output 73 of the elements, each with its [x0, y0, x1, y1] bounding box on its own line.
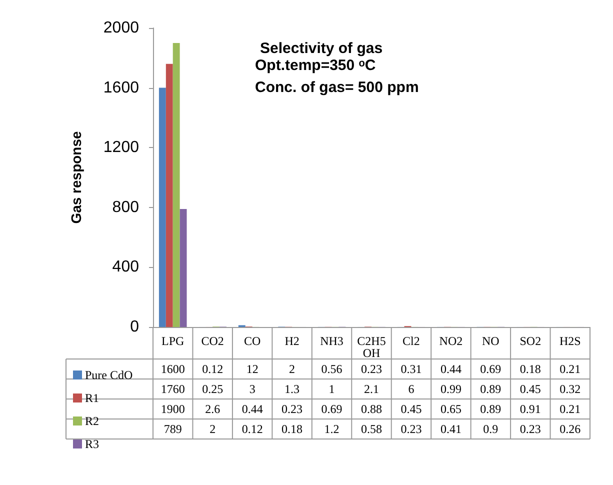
- bar: [158, 88, 166, 327]
- bar: [172, 42, 180, 327]
- bar: [166, 64, 173, 327]
- x-tick-label: LPG: [162, 334, 185, 348]
- legend-label: R1: [85, 391, 100, 405]
- data-label: 12: [246, 362, 258, 376]
- y-tick-label: 0: [130, 318, 140, 336]
- annotation: Conc. of gas= 500 ppm: [255, 79, 419, 96]
- data-label: 789: [164, 422, 182, 436]
- data-label: 2: [210, 422, 216, 436]
- data-label: 0.31: [400, 362, 422, 376]
- data-label: 0.69: [321, 402, 342, 416]
- data-label: 0.45: [400, 402, 422, 416]
- x-tick-label: CO: [244, 334, 261, 348]
- x-tick-label: H2S: [559, 334, 581, 348]
- data-label: 0.21: [560, 402, 581, 416]
- x-tick-label: NH3: [320, 334, 344, 348]
- legend-label: R2: [85, 414, 100, 428]
- data-label: 0.69: [480, 362, 502, 376]
- data-label: 1760: [160, 382, 185, 396]
- data-label: 0.25: [202, 382, 224, 396]
- y-tick-label: 800: [112, 198, 140, 216]
- y-tick-label: 1600: [103, 79, 140, 96]
- data-label: 0.89: [480, 402, 502, 416]
- x-tick-label: NO: [482, 334, 500, 348]
- data-label: 0.99: [440, 382, 462, 396]
- data-label: 0.41: [440, 422, 462, 436]
- data-label: 0.89: [480, 382, 502, 396]
- data-label: 0.45: [520, 382, 541, 396]
- data-label: 0.23: [520, 422, 541, 436]
- data-label: 0.23: [400, 422, 422, 436]
- y-tick-label: 1200: [103, 139, 140, 156]
- data-label: 0.9: [483, 422, 498, 436]
- data-label: 0.56: [321, 362, 342, 376]
- data-label: 0.12: [202, 362, 224, 376]
- data-label: 0.21: [560, 362, 581, 376]
- x-tick-label: NO2: [439, 334, 463, 348]
- x-tick-label: C2H5OH: [357, 334, 386, 360]
- text: Selectivity of gas: [260, 40, 383, 57]
- data-label: 2.6: [205, 402, 220, 416]
- data-label: 0.44: [440, 362, 462, 376]
- data-label: 0.23: [282, 402, 303, 416]
- data-label: 2: [289, 362, 296, 376]
- y-axis-title: Gas response: [68, 130, 84, 224]
- data-label: 3: [249, 382, 256, 396]
- data-label: 0.12: [242, 422, 263, 436]
- data-label: 0.23: [361, 362, 382, 376]
- data-label: 0.91: [520, 402, 541, 416]
- x-tick-label: Cl2: [402, 334, 420, 348]
- data-label: 0.58: [361, 422, 382, 436]
- data-label: 1900: [160, 402, 185, 416]
- data-label: 0.18: [282, 422, 303, 436]
- data-label: 0.65: [440, 402, 462, 416]
- data-label: 0.44: [242, 402, 263, 416]
- x-tick-label: H2: [284, 334, 300, 348]
- data-label: 0.32: [560, 382, 581, 396]
- data-label: 1.2: [324, 422, 340, 436]
- data-label: 1600: [160, 362, 185, 376]
- data-label: 0.88: [361, 402, 382, 416]
- data-label: 0.26: [560, 422, 581, 436]
- x-tick-label: CO2: [201, 334, 224, 348]
- data-label: 0.18: [520, 362, 541, 376]
- data-label: 2.1: [364, 382, 379, 396]
- data-label: 1: [328, 382, 335, 396]
- legend-label: Pure CdO: [85, 368, 133, 382]
- x-tick-label: SO2: [520, 334, 542, 348]
- bar: [180, 209, 187, 327]
- annotation: Opt.temp=350 ᵒC: [255, 57, 376, 74]
- data-label: 1.3: [284, 382, 300, 396]
- legend-label: R3: [85, 437, 100, 451]
- y-tick-label: 2000: [103, 20, 140, 36]
- data-label: 6: [408, 382, 414, 396]
- y-tick-label: 400: [112, 258, 140, 276]
